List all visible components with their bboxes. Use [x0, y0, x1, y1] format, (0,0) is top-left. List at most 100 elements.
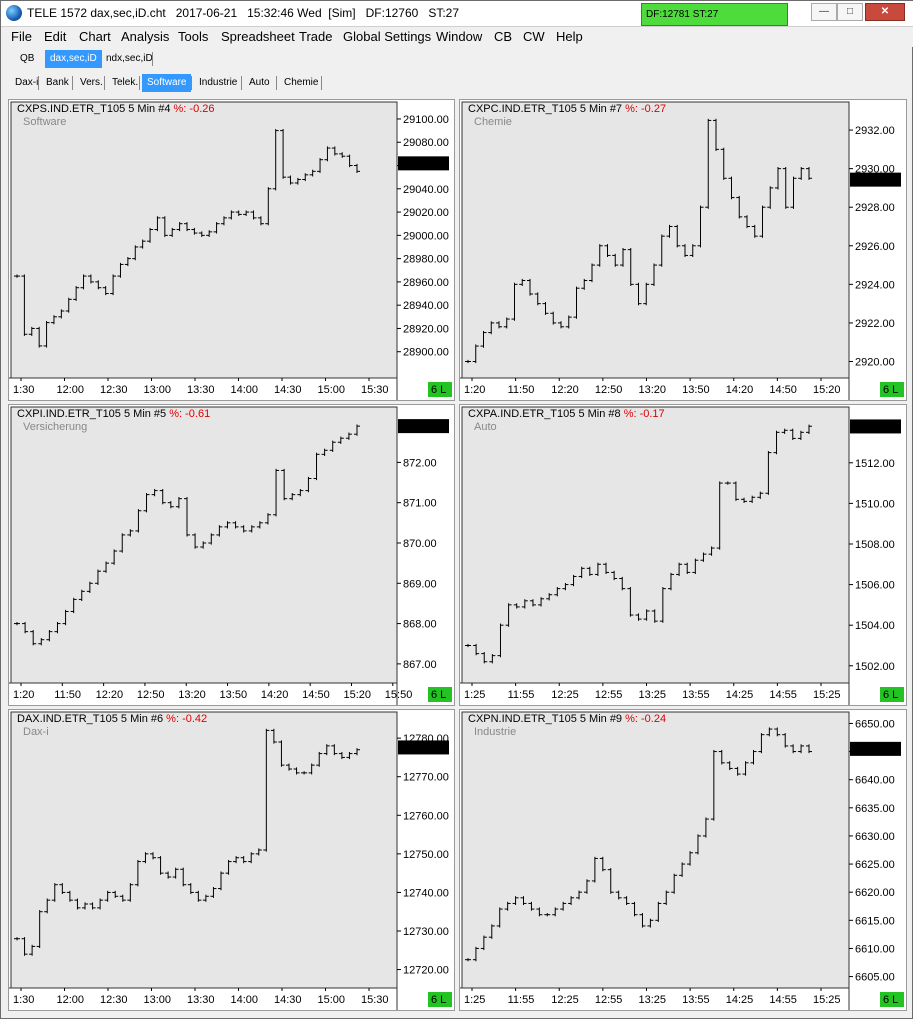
plot-area[interactable] [10, 711, 398, 989]
chart-svg[interactable]: CXPI.IND.ETR_T105 5 Min #5 %: -0.61Versi… [9, 405, 454, 705]
chart-panel-cxps[interactable]: CXPS.IND.ETR_T105 5 Min #4 %: -0.26 Softw… [8, 99, 455, 401]
plot-area[interactable] [461, 101, 850, 379]
menu-chart[interactable]: Chart [79, 29, 111, 44]
menu-tools[interactable]: Tools [178, 29, 209, 44]
ohlc-bar [294, 177, 301, 185]
y-tick-label: 1502.00 [855, 661, 895, 673]
ohlc-bar [248, 525, 255, 533]
y-tick-label: 12720.00 [403, 965, 449, 977]
sector-tab-auto[interactable]: Auto [249, 77, 270, 88]
y-tick-label: 2922.00 [855, 318, 895, 330]
page-tab-2[interactable]: ndx,sec,iD [106, 53, 153, 64]
chart-panel-dax[interactable]: DAX.IND.ETR_T105 5 Min #6 %: -0.42 Dax-i 1… [8, 709, 455, 1011]
last-price-box [850, 172, 901, 187]
ohlc-bar [589, 263, 595, 283]
menu-file[interactable]: File [11, 29, 32, 44]
menu-analysis[interactable]: Analysis [121, 29, 170, 44]
ohlc-bar [287, 175, 294, 185]
ohlc-bar [139, 239, 146, 249]
chart-svg[interactable]: CXPS.IND.ETR_T105 5 Min #4 %: -0.26Softw… [9, 100, 454, 400]
y-tick-label: 1506.00 [855, 580, 895, 592]
menu-spreadsheet[interactable]: Spreadsheet [221, 29, 295, 44]
chart-svg[interactable]: CXPN.IND.ETR_T105 5 Min #9 %: -0.24Indus… [460, 710, 906, 1010]
ohlc-bar [59, 883, 66, 895]
sector-tab-industrie[interactable]: Industrie [199, 77, 238, 88]
minimize-icon[interactable]: — [811, 3, 837, 21]
ohlc-bar [503, 317, 510, 329]
chart-badge[interactable] [880, 687, 904, 702]
sector-tab-daxi[interactable]: Dax-i [15, 77, 39, 88]
plot-area[interactable] [10, 406, 398, 684]
last-price-label: 1513.79 [852, 421, 892, 433]
menu-edit[interactable]: Edit [44, 29, 67, 44]
plot-area[interactable] [461, 406, 850, 684]
page-tab-1[interactable]: dax,sec,iD [45, 50, 102, 68]
menu-cb[interactable]: CB [494, 29, 513, 44]
ohlc-bar [521, 599, 528, 609]
ohlc-bar [620, 248, 626, 267]
chart-pct-change: %: -0.42 [166, 713, 207, 725]
x-tick-label: 12:00 [57, 384, 85, 396]
chart-panel-cxpn[interactable]: CXPN.IND.ETR_T105 5 Min #9 %: -0.24 Indus… [459, 709, 907, 1011]
chart-badge[interactable] [880, 382, 904, 397]
chart-panel-cxpc[interactable]: CXPC.IND.ETR_T105 5 Min #7 %: -0.27 Chemi… [459, 99, 907, 401]
ohlc-bar [682, 244, 688, 258]
chart-badge[interactable] [880, 992, 904, 1007]
x-tick-label: 15:30 [361, 994, 389, 1006]
ohlc-bar [623, 896, 630, 906]
plot-area[interactable] [10, 101, 398, 379]
ohlc-bar [527, 278, 533, 296]
maximize-icon[interactable]: □ [837, 3, 863, 21]
y-tick-label: 28980.00 [403, 254, 449, 266]
sector-tab-telek[interactable]: Telek. [112, 77, 139, 88]
ohlc-bar [104, 890, 111, 902]
ohlc-bar [596, 244, 603, 267]
sector-tab-chemie[interactable]: Chemie [284, 77, 319, 88]
x-tick-label: 15:20 [343, 689, 371, 701]
x-tick-label: 14:20 [261, 689, 289, 701]
page-tab-0[interactable]: QB [20, 53, 35, 64]
plot-area[interactable] [461, 711, 850, 989]
chart-badge[interactable] [428, 687, 452, 702]
ohlc-bar [180, 867, 187, 887]
ohlc-bar [248, 852, 255, 864]
chart-badge[interactable] [428, 382, 452, 397]
ohlc-bar [51, 883, 58, 902]
ohlc-bar [321, 448, 328, 456]
chart-svg[interactable]: CXPC.IND.ETR_T105 5 Min #7 %: -0.27Chemi… [460, 100, 906, 400]
ohlc-bar [338, 751, 345, 760]
ohlc-bar [278, 740, 285, 767]
x-tick-label: 14:20 [726, 384, 754, 396]
ohlc-bar [86, 581, 93, 593]
sector-tab-bank[interactable]: Bank [46, 77, 69, 88]
chart-panel-cxpa[interactable]: CXPA.IND.ETR_T105 5 Min #8 %: -0.17 Auto 1… [459, 404, 907, 706]
chart-badge[interactable] [428, 992, 452, 1007]
menu-bar: File Edit Chart Analysis Tools Spreadsheet Tra… [1, 27, 913, 47]
ohlc-bar [265, 187, 272, 226]
tab-separator [152, 52, 153, 66]
ohlc-bar [167, 501, 174, 509]
ohlc-bar [308, 763, 315, 775]
tab-separator [321, 76, 322, 90]
ohlc-bar [255, 848, 262, 856]
ohlc-bar [58, 309, 65, 319]
sector-tab-vers[interactable]: Vers. [80, 77, 103, 88]
x-tick-label: 13:25 [639, 994, 667, 1006]
ohlc-bar [354, 748, 360, 756]
ohlc-bar [538, 597, 545, 607]
ohlc-bar [488, 924, 495, 939]
y-tick-label: 29020.00 [403, 207, 449, 219]
menu-cw[interactable]: CW [523, 29, 545, 44]
ohlc-bar [689, 244, 696, 258]
ohlc-bar [97, 898, 104, 910]
menu-window[interactable]: Window [436, 29, 483, 44]
close-icon[interactable]: ✕ [865, 3, 905, 21]
ohlc-bar [594, 562, 601, 577]
sector-tab-software[interactable]: Software [142, 74, 192, 92]
menu-trade[interactable]: Trade [299, 29, 333, 44]
menu-help[interactable]: Help [556, 29, 583, 44]
chart-panel-cxpi[interactable]: CXPI.IND.ETR_T105 5 Min #5 %: -0.61 Versi… [8, 404, 455, 706]
menu-global-settings[interactable]: Global Settings [343, 29, 432, 44]
